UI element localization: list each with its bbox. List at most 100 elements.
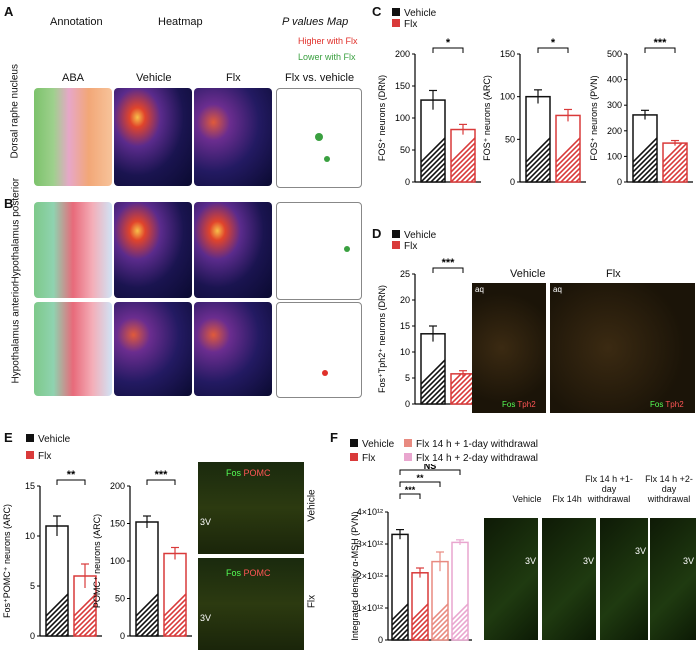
- sig-bracket: [399, 493, 421, 499]
- micrograph-f-flx: 3V: [542, 518, 596, 640]
- header-annotation: Annotation: [50, 16, 103, 28]
- bar-hatch: [430, 388, 445, 404]
- y-axis-label: FOS⁺ neurons (DRN): [377, 75, 387, 161]
- bar-hatch: [556, 146, 580, 174]
- y-tick-label: 50: [400, 145, 410, 155]
- bar-hatch: [168, 617, 186, 636]
- bar-hatch: [74, 607, 96, 633]
- bar-hatch: [688, 143, 700, 182]
- legend-label-vehicle: Vehicle: [362, 439, 395, 450]
- y-tick-label: 25: [400, 269, 410, 279]
- bar-hatch: [451, 373, 472, 396]
- image-label-f2: Flx 14h: [552, 494, 582, 504]
- y-tick-label: 100: [500, 92, 515, 102]
- bar-hatch: [642, 166, 657, 182]
- y-tick-label: 150: [110, 519, 125, 529]
- bar-hatch: [688, 115, 700, 182]
- y-axis-label: Fos⁺Tph2⁺ neurons (DRN): [377, 285, 387, 393]
- row-label-hyp-posterior: Hypothalamus posterior: [10, 177, 22, 284]
- pmap-hyp-posterior: [276, 202, 362, 300]
- pmap-hyp-anterior: [276, 302, 362, 398]
- 3v-label: 3V: [682, 556, 694, 566]
- 3v-label: 3V: [524, 556, 536, 566]
- y-tick-label: 0: [30, 631, 35, 641]
- bar-hatch: [421, 368, 445, 396]
- heatmap-flx-hyp-posterior: [194, 202, 272, 298]
- legend-label-w2: Flx 14 h + 2-day withdrawal: [416, 453, 539, 464]
- bar-hatch: [421, 358, 445, 386]
- legend-d: Vehicle Flx: [392, 230, 436, 252]
- stain-tph2: Tph2: [517, 400, 536, 409]
- chart-d: 0 5 10 15 20 25 Fos⁺Tph2⁺ neurons (DRN) ***: [377, 257, 475, 409]
- sig-label: *: [446, 37, 451, 49]
- bar-hatch: [164, 592, 186, 618]
- bar-hatch: [164, 612, 186, 636]
- sig-label: **: [67, 469, 76, 481]
- bar-hatch: [421, 378, 445, 404]
- bar-hatch: [526, 151, 550, 179]
- bar-hatch: [421, 136, 445, 164]
- bar-hatch: [633, 156, 657, 182]
- bar-hatch: [121, 526, 200, 636]
- legend-swatch-flx: [392, 241, 400, 249]
- bar-hatch: [663, 156, 687, 182]
- bar-hatch: [452, 617, 468, 637]
- y-tick-label: 200: [395, 49, 410, 59]
- y-tick-label: 2×10¹²: [357, 571, 383, 581]
- sig-bracket: [644, 47, 676, 53]
- y-axis-label: FOS⁺ neurons (PVN): [589, 75, 599, 160]
- bar-hatch: [451, 373, 475, 401]
- sig-label: **: [416, 473, 424, 483]
- heatmap-flx-drn: [194, 88, 272, 186]
- bar-hatch: [663, 146, 687, 174]
- bar-hatch: [530, 161, 550, 183]
- stain-fos: Fos: [650, 400, 664, 409]
- bar-hatch: [136, 602, 158, 628]
- legend-label-flx: Flx: [404, 19, 418, 30]
- sig-bracket: [399, 469, 461, 475]
- y-tick-label: 5: [30, 581, 35, 591]
- bar-hatch: [452, 612, 468, 632]
- bar-hatch: [451, 373, 462, 386]
- bar-hatch: [556, 141, 580, 169]
- bar-hatch: [472, 534, 476, 640]
- bar-hatch: [470, 176, 475, 182]
- bar-hatch: [412, 622, 428, 640]
- pmap-drn: [276, 88, 362, 188]
- stain-tph2: Tph2: [665, 400, 684, 409]
- bar-hatch: [46, 602, 68, 628]
- chart-d-bars: 0 5 10 15 20 25 Fos⁺Tph2⁺ neurons (DRN) ***: [377, 257, 475, 409]
- bar-hatch: [633, 136, 657, 164]
- micrograph-f-w2: 3V: [650, 518, 696, 640]
- bar-hatch: [46, 612, 68, 636]
- bar-hatch: [451, 156, 475, 182]
- bar-hatch: [412, 617, 428, 637]
- col-flx: Flx: [226, 72, 241, 84]
- micrograph-f-vehicle: 3V: [484, 518, 538, 640]
- y-tick-label: 5: [405, 373, 410, 383]
- chart-e-fos-pomc: 0 5 10 15 Fos⁺POMC⁺ neurons (ARC) **: [2, 469, 200, 641]
- panel-label-f: F: [330, 430, 338, 445]
- aba-drn-image: [34, 88, 112, 186]
- y-tick-label: 50: [115, 594, 125, 604]
- bar-hatch: [663, 151, 687, 179]
- chart-c-pvn: 0 100 200 300 400 500 FOS⁺ neurons (PVN) ***: [589, 37, 700, 187]
- aba-hyp-posterior: [34, 202, 112, 298]
- y-tick-label: 150: [395, 81, 410, 91]
- bar-hatch: [412, 602, 428, 622]
- legend-label-flx: Flx: [38, 451, 52, 462]
- 3v-label: 3V: [200, 613, 212, 623]
- sig-label: ***: [654, 37, 668, 49]
- bar-hatch: [136, 612, 158, 636]
- image-label-f3: Flx 14 h +1-day withdrawal: [585, 474, 633, 504]
- legend-swatch-flx: [392, 19, 400, 27]
- legend-swatch-w1: [404, 439, 412, 447]
- y-tick-label: 300: [607, 100, 622, 110]
- bar-hatch: [164, 607, 186, 633]
- bar-hatch: [83, 622, 96, 636]
- bar-hatch: [451, 136, 475, 164]
- bar-hatch: [74, 602, 96, 628]
- image-label-flx: Flx: [306, 594, 318, 609]
- pmap-hyp-anterior-spots: [322, 370, 328, 376]
- stain-fos: Fos: [226, 468, 242, 478]
